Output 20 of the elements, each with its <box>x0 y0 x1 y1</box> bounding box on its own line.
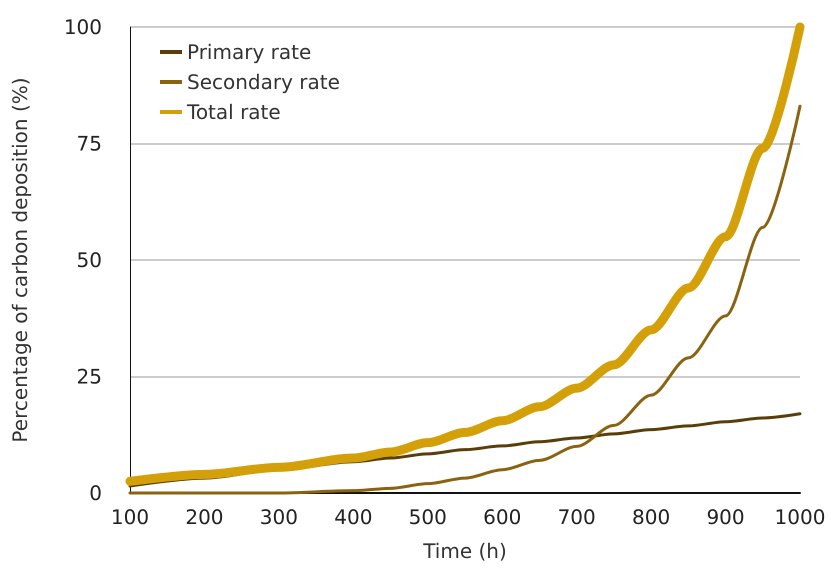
y-axis-title: Percentage of carbon deposition (%) <box>8 77 32 443</box>
y-tick-label: 0 <box>89 481 102 505</box>
x-tick-label: 100 <box>110 505 150 529</box>
x-tick-label: 400 <box>334 505 372 529</box>
y-tick-label: 100 <box>64 15 102 39</box>
x-tick-label: 300 <box>260 505 298 529</box>
x-tick-label: 500 <box>408 505 447 529</box>
y-tick-label: 75 <box>76 132 102 156</box>
x-tick-label: 700 <box>558 505 596 529</box>
x-axis-title: Time (h) <box>422 539 507 563</box>
x-tick-label: 1000 <box>774 505 826 529</box>
legend-label: Primary rate <box>187 40 312 64</box>
x-tick-label: 600 <box>483 505 522 529</box>
x-tick-label: 200 <box>185 505 224 529</box>
legend-label: Secondary rate <box>187 70 340 94</box>
y-tick-label: 50 <box>76 248 102 272</box>
x-tick-label: 800 <box>632 505 670 529</box>
legend-label: Total rate <box>186 100 281 124</box>
x-tick-label: 900 <box>706 505 745 529</box>
y-tick-label: 25 <box>76 364 102 388</box>
